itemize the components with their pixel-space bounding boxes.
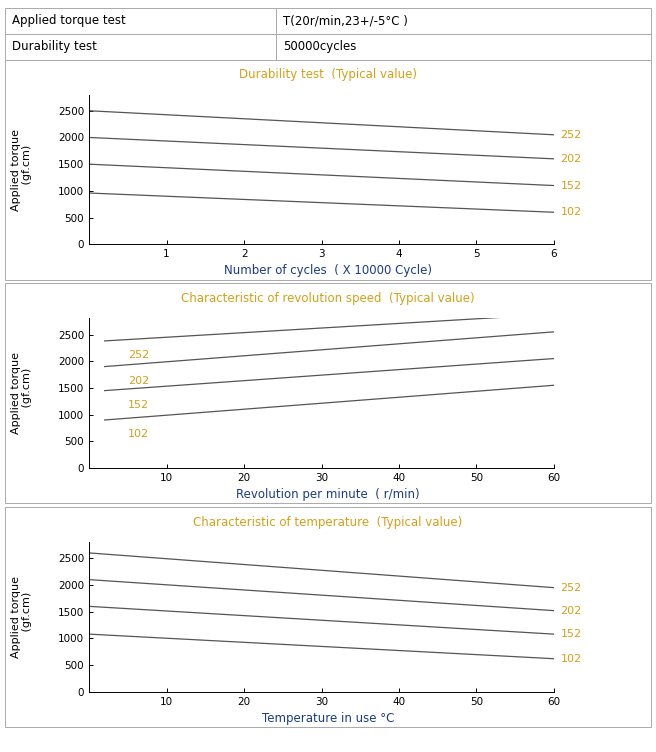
Text: 50000cycles: 50000cycles (283, 40, 356, 53)
Text: 252: 252 (560, 583, 582, 593)
Text: T(20r/min,23+/-5°C ): T(20r/min,23+/-5°C ) (283, 14, 407, 27)
Text: 202: 202 (560, 605, 582, 616)
Text: 102: 102 (560, 208, 581, 217)
Bar (5, 34, 276, 59)
Text: 102: 102 (560, 653, 581, 664)
Bar (276, 34, 651, 59)
Text: Applied torque test: Applied torque test (12, 14, 125, 27)
Text: 252: 252 (560, 130, 582, 140)
Text: Revolution per minute  ( r/min): Revolution per minute ( r/min) (236, 488, 420, 501)
Text: Durability test: Durability test (12, 40, 96, 53)
Text: 152: 152 (128, 399, 149, 410)
Text: 252: 252 (128, 350, 149, 360)
Text: Characteristic of revolution speed  (Typical value): Characteristic of revolution speed (Typi… (181, 293, 475, 305)
Text: Durability test  (Typical value): Durability test (Typical value) (239, 68, 417, 81)
Bar (5, 8, 276, 34)
Text: Applied torque
   (gf.cm): Applied torque (gf.cm) (10, 576, 32, 658)
Text: 202: 202 (560, 154, 582, 164)
Text: 102: 102 (128, 429, 149, 439)
Text: 202: 202 (128, 375, 149, 386)
Bar (276, 8, 651, 34)
Text: Characteristic of temperature  (Typical value): Characteristic of temperature (Typical v… (194, 516, 462, 529)
Text: Applied torque
   (gf.cm): Applied torque (gf.cm) (10, 352, 32, 435)
Text: 152: 152 (560, 629, 581, 639)
Text: Temperature in use °C: Temperature in use °C (262, 711, 394, 725)
Text: 152: 152 (560, 180, 581, 190)
Text: Number of cycles  ( X 10000 Cycle): Number of cycles ( X 10000 Cycle) (224, 264, 432, 277)
Text: Applied torque
   (gf.cm): Applied torque (gf.cm) (10, 129, 32, 211)
